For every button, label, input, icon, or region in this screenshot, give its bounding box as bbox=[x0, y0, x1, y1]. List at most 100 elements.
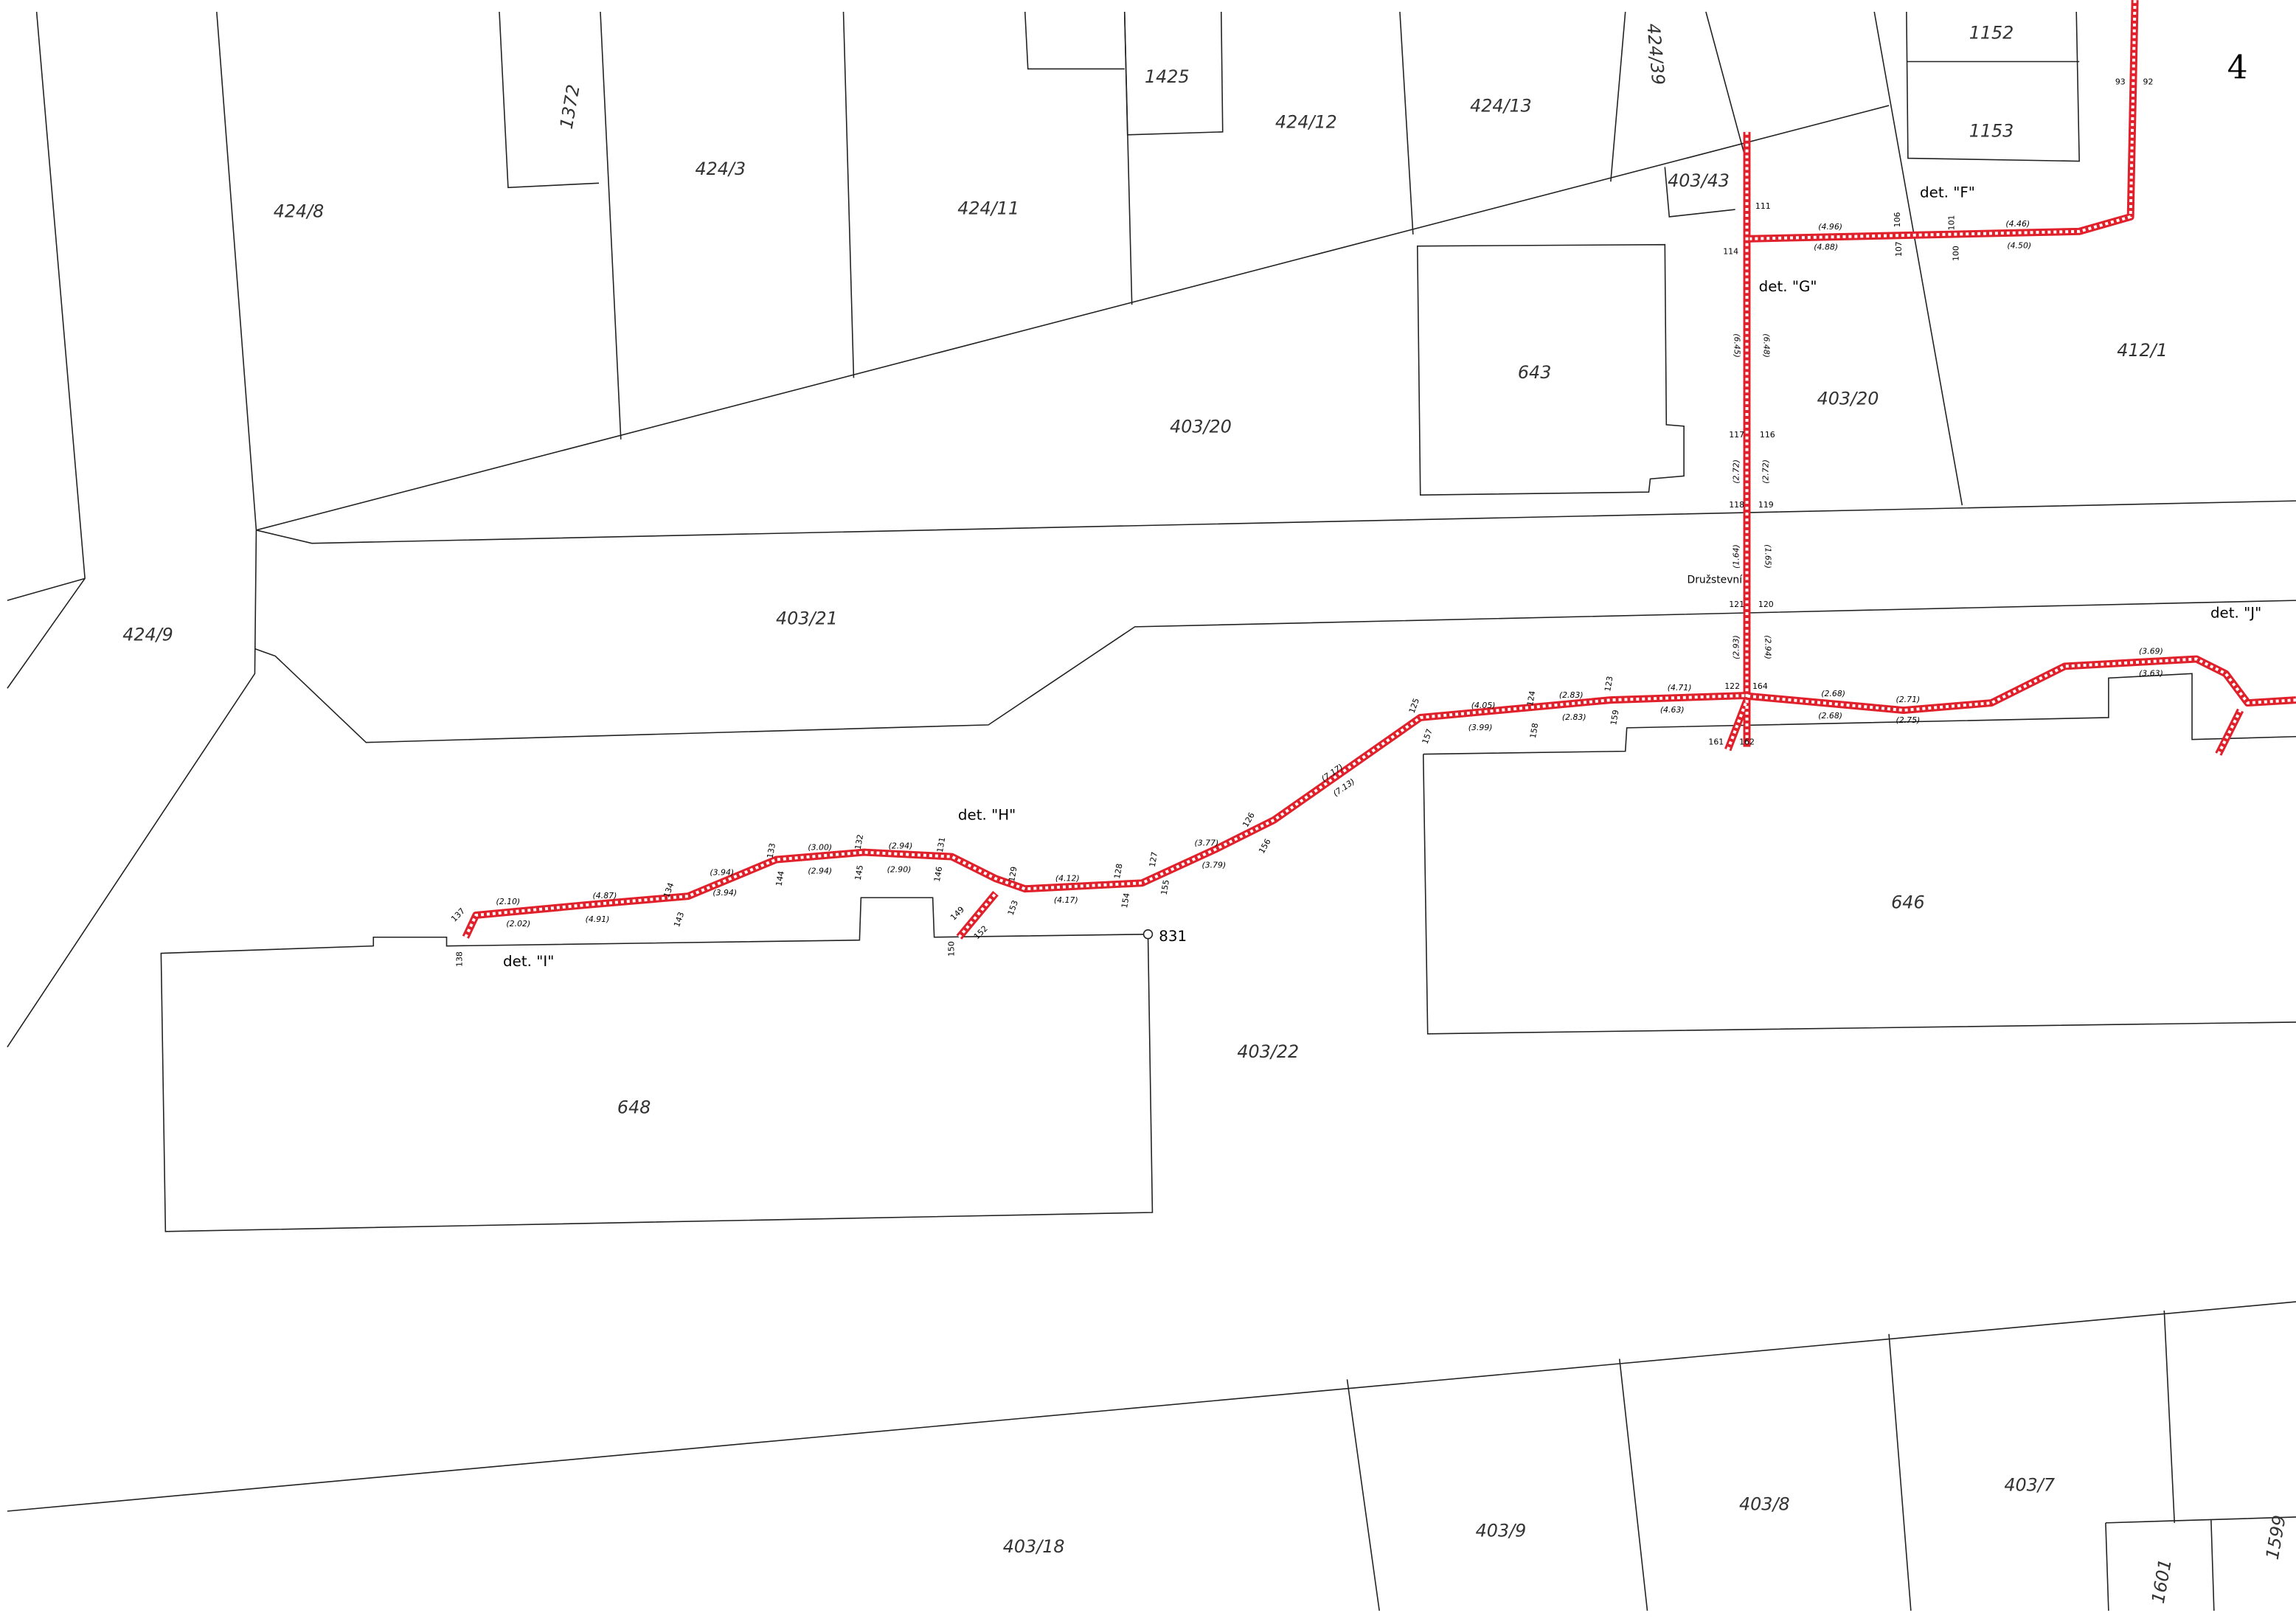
measurement: (4.91) bbox=[586, 915, 610, 924]
parcel-number: 403/20 bbox=[1170, 416, 1232, 437]
point-number: 162 bbox=[1739, 738, 1755, 747]
point-number: 156 bbox=[1257, 837, 1273, 856]
parcel-number: 424/13 bbox=[1470, 96, 1532, 117]
point-number: 133 bbox=[766, 842, 777, 859]
parcel-number: 1599 bbox=[2262, 1513, 2290, 1561]
point-number: 119 bbox=[1758, 500, 1774, 510]
point-number: 137 bbox=[449, 906, 467, 924]
detail-label: det. "F" bbox=[1920, 184, 1975, 201]
point-number: 159 bbox=[1609, 709, 1620, 726]
measurement: (3.99) bbox=[1468, 723, 1493, 732]
measurement: (2.83) bbox=[1559, 690, 1584, 700]
parcel-number: 1601 bbox=[2148, 1558, 2176, 1606]
measurement: (4.71) bbox=[1668, 683, 1692, 693]
measurement: (2.75) bbox=[1896, 715, 1920, 725]
pipeline bbox=[462, 0, 2296, 940]
measurement: (4.96) bbox=[1818, 222, 1842, 232]
point-number: 122 bbox=[1724, 681, 1740, 691]
point-number: 132 bbox=[853, 833, 865, 850]
measurement: (4.12) bbox=[1055, 873, 1080, 883]
point-number: 116 bbox=[1760, 430, 1775, 440]
parcel-number: 403/22 bbox=[1237, 1041, 1299, 1062]
parcel-number: 1152 bbox=[1969, 22, 2014, 43]
measurement: (2.94) bbox=[808, 866, 832, 875]
measurement: (4.05) bbox=[1471, 701, 1496, 710]
point-number: 128 bbox=[1112, 863, 1124, 880]
parcel-number: 424/39 bbox=[1643, 23, 1668, 86]
parcel-number: 648 bbox=[617, 1097, 651, 1118]
point-number: 145 bbox=[853, 864, 865, 881]
parcel-number: 403/9 bbox=[1476, 1520, 1527, 1541]
point-number: 149 bbox=[948, 905, 966, 923]
parcel-number: 1153 bbox=[1969, 120, 2014, 141]
measurement: (2.72) bbox=[1732, 459, 1741, 484]
parcel-number: 646 bbox=[1891, 892, 1924, 913]
parcel-number: 424/11 bbox=[957, 198, 1019, 219]
point-number: 127 bbox=[1148, 851, 1159, 868]
point-number: 157 bbox=[1421, 728, 1435, 746]
measurement: (3.94) bbox=[712, 888, 737, 898]
point-number: 121 bbox=[1729, 600, 1744, 609]
measurement: (3.63) bbox=[2139, 668, 2163, 678]
parcel-number: 424/3 bbox=[695, 159, 746, 179]
point-number: 93 bbox=[2115, 77, 2126, 86]
detail-label: det. "I" bbox=[503, 953, 554, 970]
measurement: (3.94) bbox=[710, 867, 734, 877]
parcel-boundaries bbox=[7, 11, 2296, 1611]
point-number: 124 bbox=[1525, 690, 1537, 707]
detail-label: det. "G" bbox=[1759, 278, 1817, 295]
measurement: (4.17) bbox=[1054, 895, 1078, 905]
point-number: 158 bbox=[1528, 722, 1540, 739]
point-number: 92 bbox=[2143, 77, 2154, 86]
measurement: (2.93) bbox=[1732, 635, 1741, 659]
measurement: (2.94) bbox=[889, 842, 913, 851]
parcel-number: 403/20 bbox=[1817, 389, 1879, 409]
parcel-number: 643 bbox=[1518, 362, 1551, 383]
parcel-number: 403/43 bbox=[1668, 170, 1730, 191]
point-number: 106 bbox=[1893, 212, 1902, 227]
point-number: 107 bbox=[1894, 241, 1904, 257]
point-number: 144 bbox=[774, 870, 785, 887]
measurement: (2.10) bbox=[496, 897, 521, 906]
measurement: (3.79) bbox=[1201, 860, 1226, 870]
measurement: (1.64) bbox=[1732, 544, 1741, 569]
detail-label: det. "J" bbox=[2210, 604, 2261, 621]
measurement: (2.68) bbox=[1821, 689, 1845, 698]
point-number: 161 bbox=[1708, 738, 1724, 747]
point-number: 129 bbox=[1007, 866, 1019, 883]
measurement: (6.45) bbox=[1733, 333, 1742, 358]
point-number: 123 bbox=[1603, 676, 1615, 693]
measurement: (3.00) bbox=[808, 843, 832, 853]
measurement: (6.48) bbox=[1761, 333, 1771, 358]
measurement: (2.83) bbox=[1562, 712, 1586, 722]
point-number: 114 bbox=[1723, 247, 1738, 257]
point-number: 153 bbox=[1006, 899, 1020, 917]
measurement: (2.90) bbox=[887, 864, 912, 874]
point-number: 150 bbox=[946, 941, 956, 957]
measurement: (4.63) bbox=[1660, 705, 1685, 715]
parcel-number: 1425 bbox=[1145, 66, 1190, 87]
measurement: (2.02) bbox=[506, 919, 530, 929]
street-name: Družstevní bbox=[1688, 574, 1744, 586]
measurement: (2.68) bbox=[1818, 711, 1842, 721]
detail-label: det. "H" bbox=[958, 806, 1016, 823]
parcel-number: 1372 bbox=[556, 83, 584, 131]
parcel-number: 424/8 bbox=[274, 201, 325, 222]
measurement: (4.46) bbox=[2005, 219, 2030, 229]
point-number: 125 bbox=[1407, 697, 1421, 715]
parcel-number: 403/8 bbox=[1739, 1494, 1790, 1515]
point-number: 117 bbox=[1729, 430, 1744, 440]
point-number: 146 bbox=[932, 866, 944, 883]
parcel-number: 424/9 bbox=[122, 624, 173, 645]
measurement: (2.94) bbox=[1763, 635, 1772, 659]
point-number: 138 bbox=[454, 951, 464, 967]
parcel-number: 412/1 bbox=[2117, 340, 2168, 361]
point-number: 155 bbox=[1159, 879, 1171, 896]
measurement: (3.69) bbox=[2139, 647, 2163, 656]
point-number: 101 bbox=[1946, 215, 1956, 230]
point-number: 154 bbox=[1120, 892, 1131, 909]
measurement: (4.87) bbox=[593, 891, 617, 901]
sheet-number: 4 bbox=[2227, 49, 2248, 86]
parcel-number: 403/18 bbox=[1003, 1536, 1065, 1557]
